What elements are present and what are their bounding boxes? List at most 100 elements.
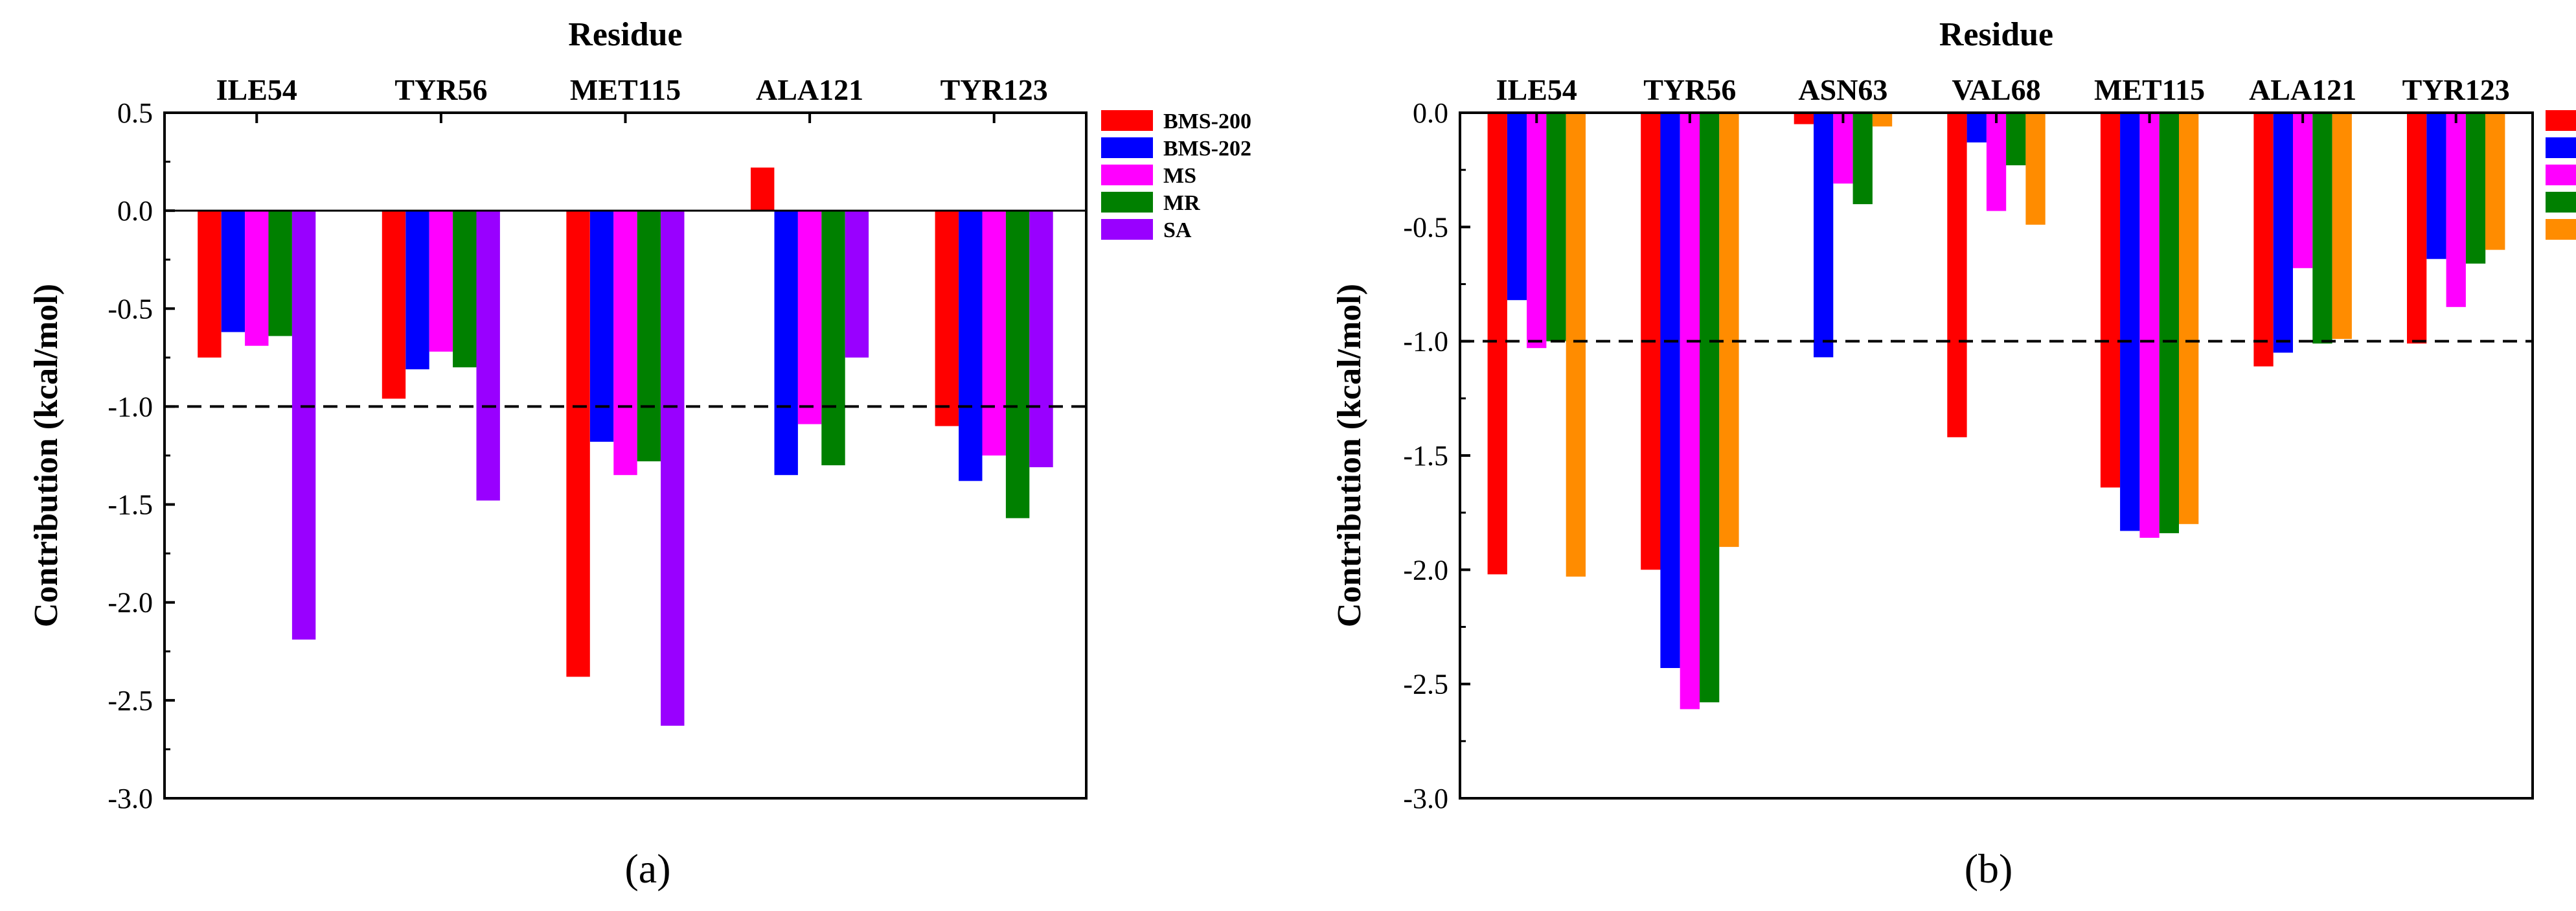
bar-bms-200-ile54 — [1487, 113, 1507, 575]
legend-swatch-bms-200 — [2546, 110, 2576, 131]
bar-mr-ala121 — [821, 211, 845, 466]
y-tick-label: -2.5 — [108, 685, 153, 717]
category-label: ILE54 — [216, 73, 297, 106]
bar-sb-tyr56 — [1719, 113, 1739, 548]
bar-bms-200-tyr123 — [935, 211, 959, 426]
category-label: TYR56 — [1643, 73, 1736, 106]
axis-title: Residue — [1939, 16, 2053, 53]
y-tick-label: -1.0 — [1403, 326, 1448, 358]
bar-sa-ala121 — [845, 211, 869, 358]
legend-label-bms-200: BMS-200 — [1163, 110, 1251, 133]
bar-bms-200-tyr56 — [382, 211, 406, 399]
legend-swatch-ms — [1101, 165, 1153, 185]
bar-ms-tyr56 — [1680, 113, 1700, 709]
y-axis-label: Contribution (kcal/mol) — [1331, 284, 1368, 627]
y-tick-label: -3.0 — [108, 783, 153, 814]
category-label: MET115 — [570, 73, 681, 106]
bar-bms-200-ala121 — [2253, 113, 2274, 367]
bar-ms-asn63 — [1833, 113, 1853, 184]
legend-label-sa: SA — [1163, 218, 1192, 242]
category-label: ALA121 — [756, 73, 863, 106]
bar-mr-asn63 — [1852, 113, 1873, 205]
y-tick-label: -1.5 — [108, 489, 153, 521]
bar-bms-200-asn63 — [1794, 113, 1814, 124]
axis-title: Residue — [568, 16, 682, 53]
y-tick-label: -1.0 — [108, 391, 153, 422]
y-axis-label: Contribution (kcal/mol) — [28, 284, 65, 627]
bar-sa-ile54 — [291, 211, 316, 640]
bar-bms-202-ile54 — [1507, 113, 1527, 301]
y-tick-label: -3.0 — [1403, 783, 1448, 814]
legend-label-ms: MS — [1163, 164, 1196, 188]
bar-mr-tyr56 — [453, 211, 477, 367]
bar-bms-202-met115 — [589, 211, 614, 442]
bar-sb-ile54 — [1566, 113, 1586, 577]
plot-frame — [1459, 111, 2534, 800]
bar-ms-ala121 — [797, 211, 822, 424]
category-label: TYR123 — [940, 73, 1048, 106]
bar-bms-200-val68 — [1947, 113, 1967, 437]
y-tick-label: 0.5 — [117, 97, 153, 129]
bar-bms-202-val68 — [1966, 113, 1987, 143]
category-label: MET115 — [2094, 73, 2205, 106]
legend-swatch-sa — [1101, 219, 1153, 240]
bar-bms-202-tyr123 — [2426, 113, 2446, 259]
bar-sb-asn63 — [1872, 113, 1893, 127]
bar-bms-200-tyr123 — [2407, 113, 2427, 344]
bar-sb-met115 — [2179, 113, 2199, 524]
bar-bms-202-tyr56 — [405, 211, 429, 369]
bar-sa-tyr123 — [1029, 211, 1053, 468]
bar-bms-202-met115 — [2120, 113, 2140, 531]
legend-swatch-bms-200 — [1101, 110, 1153, 131]
chart-panel-0: 0.5 0.0 -0.5 -1.0 -1.5 -2.0 -2.5 -3.0 ILE54 TYR56… — [28, 16, 1251, 892]
y-tick-label: -2.5 — [1403, 669, 1448, 700]
bar-mr-tyr56 — [1700, 113, 1720, 702]
bar-ms-tyr56 — [429, 211, 453, 352]
bar-mr-ile54 — [268, 211, 292, 336]
category-label: ALA121 — [2249, 73, 2356, 106]
legend-swatch-mr — [1101, 192, 1153, 213]
category-label: VAL68 — [1952, 73, 2040, 106]
legend-swatch-bms-202 — [2546, 137, 2576, 158]
bar-mr-val68 — [2006, 113, 2026, 166]
bar-mr-met115 — [2159, 113, 2179, 533]
y-tick-label: -0.5 — [1403, 211, 1448, 243]
bar-bms-202-ala121 — [774, 211, 798, 476]
y-tick-label: -2.0 — [1403, 554, 1448, 586]
bar-sb-tyr123 — [2485, 113, 2505, 250]
bar-bms-200-met115 — [2100, 113, 2121, 488]
legend-label-bms-202: BMS-202 — [1163, 137, 1251, 161]
bar-mr-met115 — [637, 211, 661, 461]
bar-mr-tyr123 — [2465, 113, 2486, 264]
y-tick-label: -0.5 — [108, 293, 153, 325]
bar-ms-val68 — [1986, 113, 2007, 211]
bar-bms-202-asn63 — [1814, 113, 1834, 358]
bar-ms-ile54 — [1527, 113, 1547, 349]
category-label: TYR56 — [394, 73, 487, 106]
bar-sa-tyr56 — [476, 211, 500, 501]
legend-swatch-mr — [2546, 192, 2576, 213]
category-label: ILE54 — [1496, 73, 1577, 106]
bar-bms-202-ile54 — [221, 211, 245, 332]
category-label: TYR123 — [2402, 73, 2510, 106]
y-tick-label: -2.0 — [108, 587, 153, 619]
y-tick-label: 0.0 — [1413, 97, 1448, 129]
bar-bms-200-met115 — [566, 211, 590, 677]
bar-ms-tyr123 — [2446, 113, 2466, 307]
bar-mr-tyr123 — [1005, 211, 1030, 518]
bar-sa-met115 — [661, 211, 685, 726]
category-label: ASN63 — [1798, 73, 1887, 106]
bar-bms-200-ile54 — [198, 211, 222, 358]
bar-bms-202-tyr56 — [1660, 113, 1680, 668]
legend-swatch-sb — [2546, 219, 2576, 240]
bar-mr-ile54 — [1546, 113, 1566, 341]
bar-bms-202-ala121 — [2273, 113, 2293, 353]
bar-bms-200-ala121 — [751, 167, 775, 211]
bar-ms-met115 — [2139, 113, 2160, 538]
panel-label: (a) — [624, 846, 670, 892]
panel-label: (b) — [1965, 846, 2013, 892]
bar-mr-ala121 — [2312, 113, 2332, 344]
bar-ms-ala121 — [2293, 113, 2313, 268]
legend-swatch-ms — [2546, 165, 2576, 185]
